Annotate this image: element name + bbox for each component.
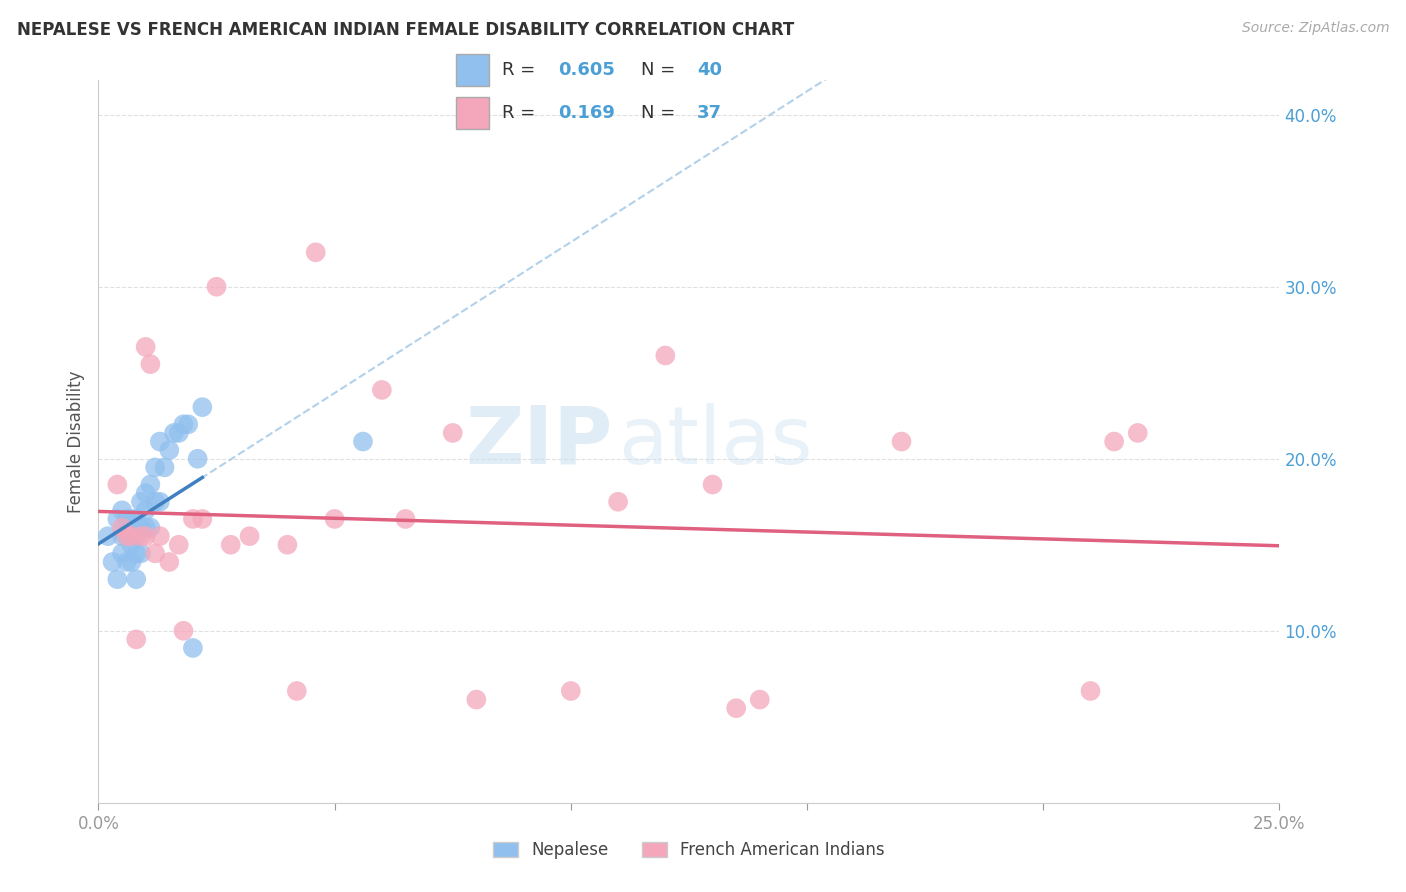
Point — [167, 425, 190, 440]
Point — [143, 546, 166, 560]
Point — [115, 529, 138, 543]
Point — [172, 624, 194, 638]
Point — [191, 512, 214, 526]
Point — [149, 494, 172, 508]
Point — [101, 555, 124, 569]
Point — [111, 520, 134, 534]
Point — [323, 512, 346, 526]
Point — [890, 434, 912, 449]
Point — [129, 546, 152, 560]
Point — [725, 701, 748, 715]
Y-axis label: Female Disability: Female Disability — [66, 370, 84, 513]
Point — [305, 245, 328, 260]
Point — [177, 417, 200, 432]
Point — [129, 494, 152, 508]
Text: 0.605: 0.605 — [558, 61, 616, 78]
Text: R =: R = — [502, 104, 547, 122]
Point — [125, 512, 148, 526]
Legend: Nepalese, French American Indians: Nepalese, French American Indians — [494, 841, 884, 860]
Point — [115, 555, 138, 569]
FancyBboxPatch shape — [456, 97, 489, 129]
Point — [172, 417, 194, 432]
Point — [191, 400, 214, 414]
Point — [285, 684, 308, 698]
Point — [149, 529, 172, 543]
Point — [121, 529, 143, 543]
Point — [181, 512, 204, 526]
Point — [135, 486, 157, 500]
Point — [167, 538, 190, 552]
Point — [125, 632, 148, 647]
Point — [607, 494, 630, 508]
Text: R =: R = — [502, 61, 541, 78]
Point — [135, 529, 157, 543]
Point — [205, 279, 228, 293]
Point — [111, 503, 134, 517]
Point — [239, 529, 262, 543]
Point — [139, 477, 162, 491]
Point — [125, 546, 148, 560]
Point — [748, 692, 770, 706]
Text: ZIP: ZIP — [465, 402, 612, 481]
Point — [129, 529, 152, 543]
Point — [135, 503, 157, 517]
Point — [560, 684, 582, 698]
Point — [139, 357, 162, 371]
Point — [441, 425, 464, 440]
Point — [115, 512, 138, 526]
Point — [219, 538, 242, 552]
Point — [135, 340, 157, 354]
Point — [181, 640, 204, 655]
Point — [111, 529, 134, 543]
Point — [143, 460, 166, 475]
Point — [149, 434, 172, 449]
Point — [654, 349, 676, 363]
Point — [129, 520, 152, 534]
Point — [702, 477, 724, 491]
Point — [125, 572, 148, 586]
Point — [121, 555, 143, 569]
Point — [1126, 425, 1149, 440]
Point — [465, 692, 488, 706]
Point — [352, 434, 374, 449]
Point — [105, 572, 128, 586]
Text: atlas: atlas — [619, 402, 813, 481]
Text: 40: 40 — [697, 61, 723, 78]
Point — [153, 460, 176, 475]
Point — [121, 538, 143, 552]
FancyBboxPatch shape — [456, 54, 489, 86]
Point — [276, 538, 298, 552]
Point — [125, 529, 148, 543]
Point — [157, 555, 180, 569]
Text: N =: N = — [641, 61, 681, 78]
Point — [97, 529, 120, 543]
Text: Source: ZipAtlas.com: Source: ZipAtlas.com — [1241, 21, 1389, 36]
Point — [121, 512, 143, 526]
Point — [157, 443, 180, 458]
Text: 37: 37 — [697, 104, 723, 122]
Point — [105, 512, 128, 526]
Point — [105, 477, 128, 491]
Point — [115, 529, 138, 543]
Point — [135, 520, 157, 534]
Point — [394, 512, 416, 526]
Point — [111, 546, 134, 560]
Point — [1102, 434, 1125, 449]
Text: NEPALESE VS FRENCH AMERICAN INDIAN FEMALE DISABILITY CORRELATION CHART: NEPALESE VS FRENCH AMERICAN INDIAN FEMAL… — [17, 21, 794, 39]
Point — [163, 425, 186, 440]
Text: N =: N = — [641, 104, 681, 122]
Point — [1080, 684, 1102, 698]
Point — [371, 383, 394, 397]
Text: 0.169: 0.169 — [558, 104, 616, 122]
Point — [187, 451, 209, 466]
Point — [121, 529, 143, 543]
Point — [139, 520, 162, 534]
Point — [143, 494, 166, 508]
